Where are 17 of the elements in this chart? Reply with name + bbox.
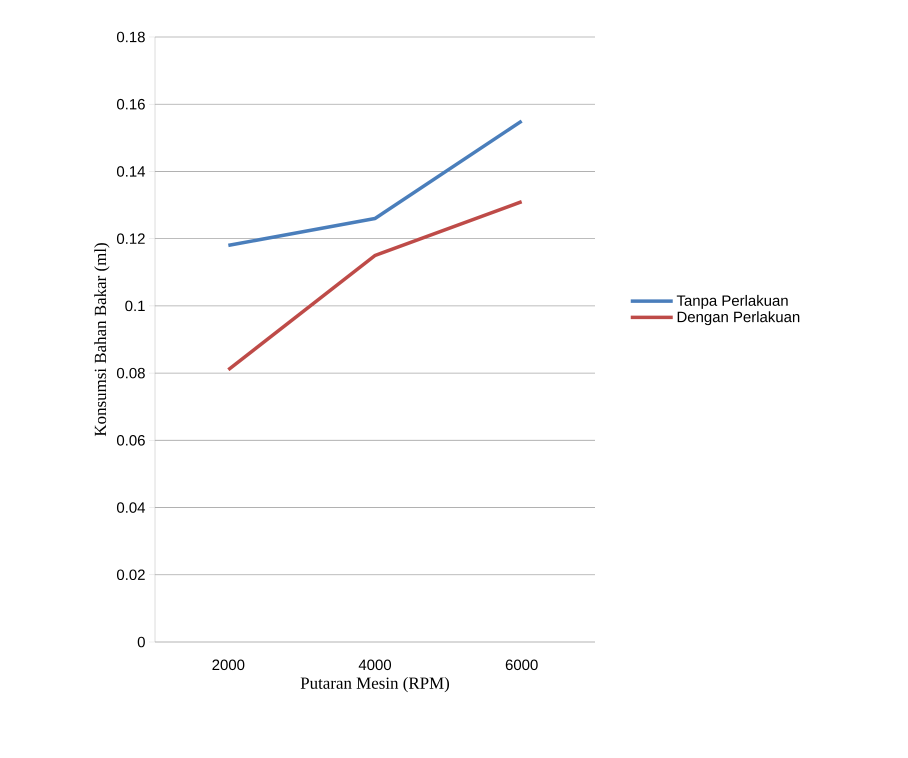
y-tick-label: 0.02 <box>116 569 145 580</box>
x-tick-label: 2000 <box>212 660 244 670</box>
y-tick-label: 0.16 <box>116 98 145 110</box>
y-tick-label: 0.1 <box>125 300 145 312</box>
y-tick-label: 0.12 <box>116 233 145 244</box>
y-tick-label: 0 <box>138 636 145 648</box>
x-tick-label: 4000 <box>358 660 392 670</box>
y-tick-label: 0.04 <box>116 502 146 513</box>
y-tick-label: 0.08 <box>116 368 145 378</box>
x-axis-title: Putaran Mesin (RPM) <box>300 676 450 692</box>
legend-label: Tanpa Perlakuan <box>676 294 788 309</box>
y-tick-label: 0.18 <box>116 32 145 42</box>
y-axis-title: Konsumsi Bahan Bakar (ml) <box>94 243 110 436</box>
x-tick-label: 6000 <box>506 660 538 670</box>
y-tick-label: 0.14 <box>116 166 146 177</box>
legend-label: Dengan Perlakuan <box>678 311 800 326</box>
y-tick-label: 0.06 <box>116 435 145 446</box>
